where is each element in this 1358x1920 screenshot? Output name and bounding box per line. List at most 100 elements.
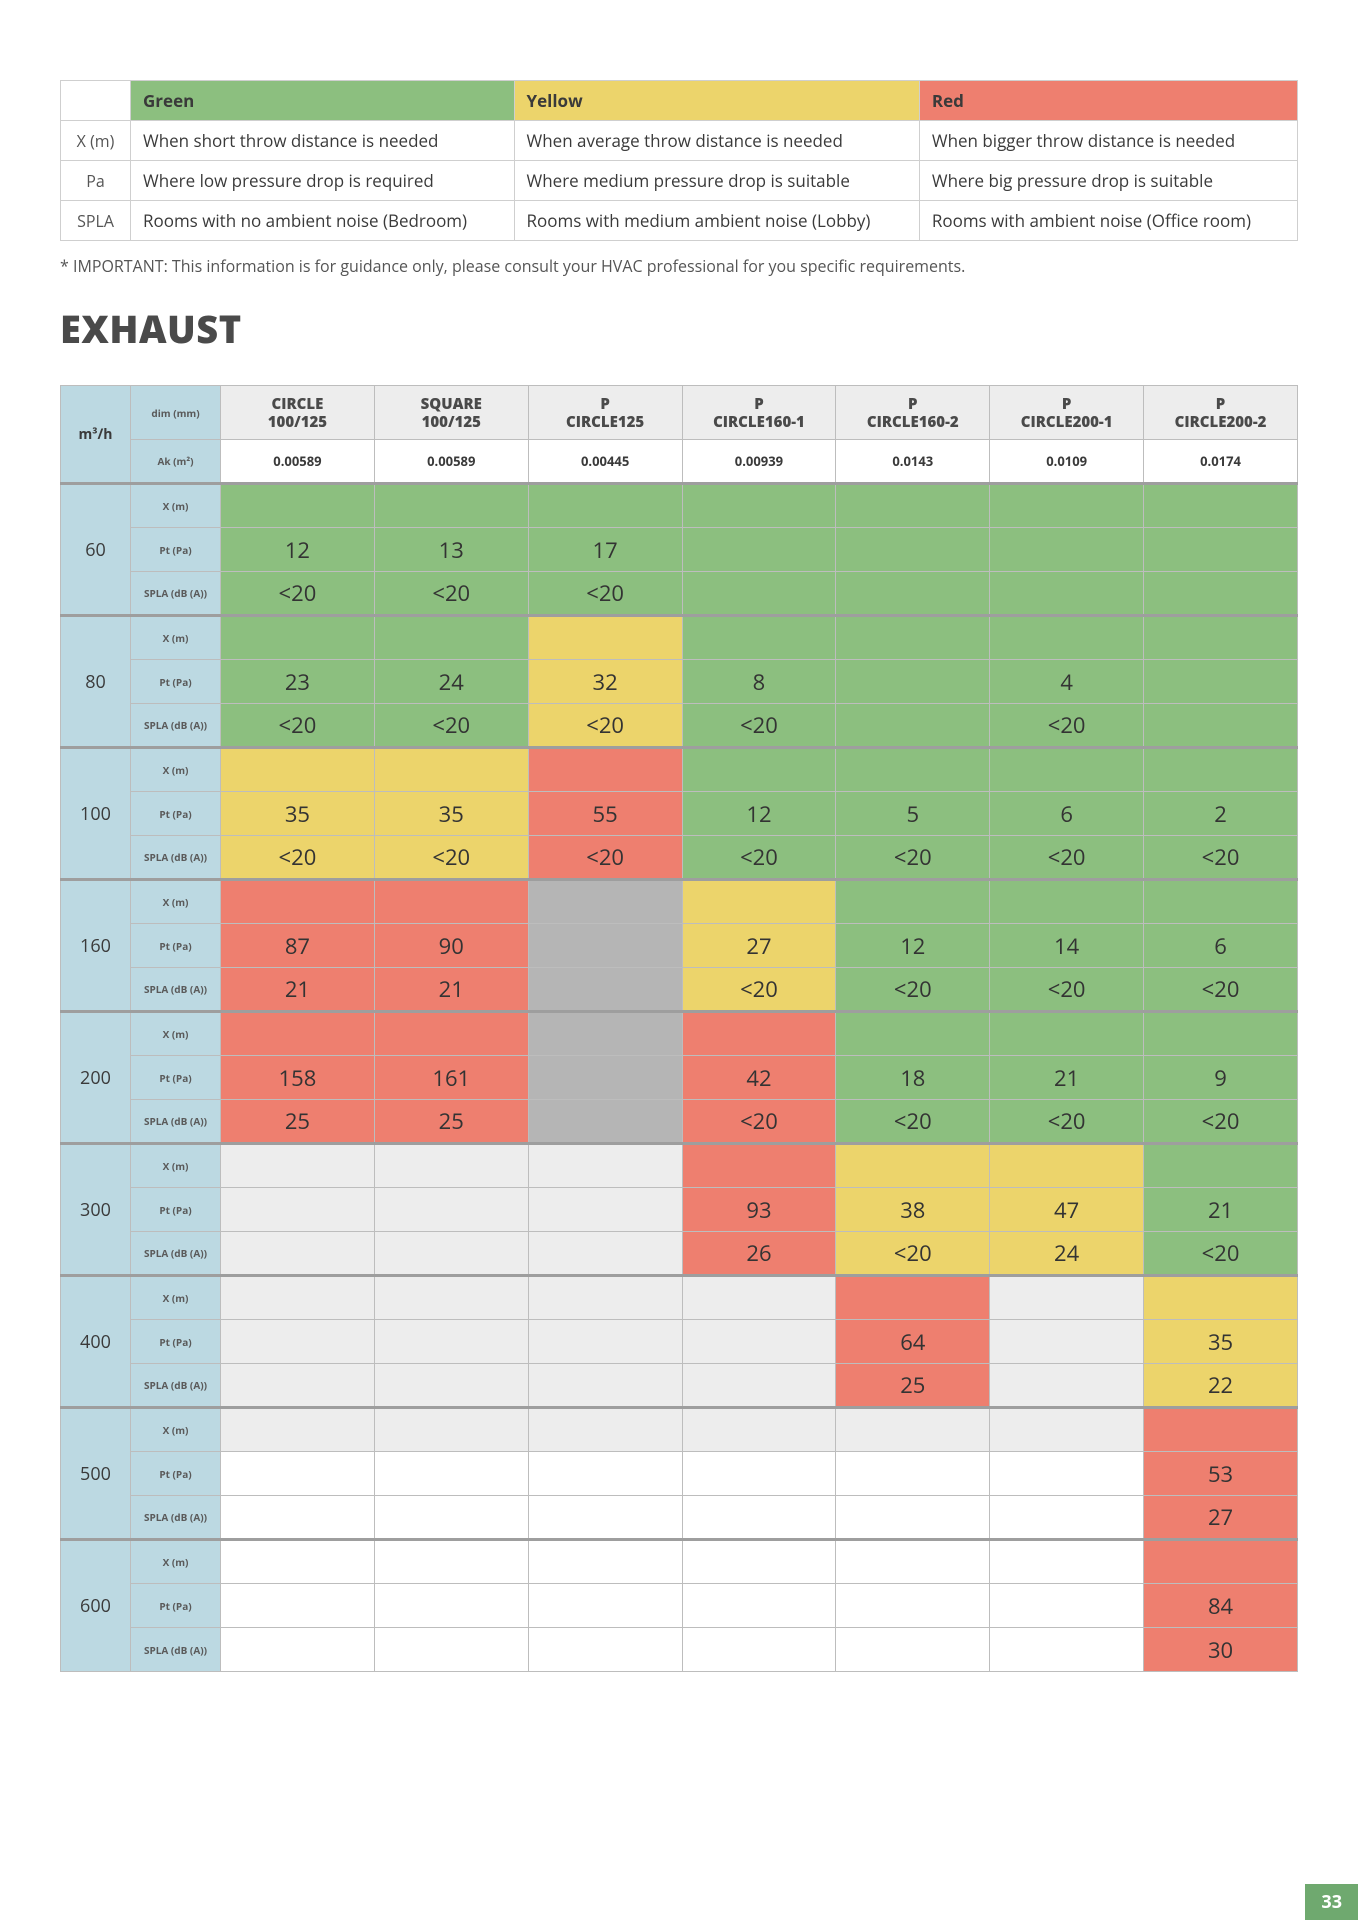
- data-cell: <20: [528, 836, 682, 880]
- data-cell: [374, 1364, 528, 1408]
- param-label: X (m): [131, 616, 221, 660]
- param-label: SPLA (dB (A)): [131, 1364, 221, 1408]
- param-label: X (m): [131, 1408, 221, 1452]
- dim-header: dim (mm): [131, 386, 221, 440]
- data-cell: [836, 660, 990, 704]
- data-cell: [682, 748, 836, 792]
- data-cell: 21: [374, 968, 528, 1012]
- data-cell: [221, 616, 375, 660]
- data-cell: <20: [1144, 968, 1298, 1012]
- data-cell: [528, 1232, 682, 1276]
- param-label: SPLA (dB (A)): [131, 704, 221, 748]
- legend-header-red: Red: [919, 81, 1297, 121]
- data-cell: <20: [836, 1100, 990, 1144]
- data-cell: [374, 1408, 528, 1452]
- data-cell: [836, 528, 990, 572]
- data-cell: 6: [990, 792, 1144, 836]
- data-cell: [221, 1452, 375, 1496]
- data-cell: [990, 1320, 1144, 1364]
- data-cell: 55: [528, 792, 682, 836]
- data-cell: 12: [221, 528, 375, 572]
- data-cell: 18: [836, 1056, 990, 1100]
- data-cell: [682, 616, 836, 660]
- data-cell: 87: [221, 924, 375, 968]
- data-cell: [374, 1320, 528, 1364]
- flow-value: 300: [61, 1144, 131, 1276]
- data-cell: [682, 1584, 836, 1628]
- legend-cell: Rooms with medium ambient noise (Lobby): [514, 201, 919, 241]
- param-label: X (m): [131, 484, 221, 528]
- data-cell: [836, 616, 990, 660]
- data-cell: [221, 1628, 375, 1672]
- legend-row-label: X (m): [61, 121, 131, 161]
- data-cell: [221, 1188, 375, 1232]
- data-cell: 25: [836, 1364, 990, 1408]
- data-cell: [221, 748, 375, 792]
- data-cell: 24: [374, 660, 528, 704]
- param-label: SPLA (dB (A)): [131, 836, 221, 880]
- data-cell: <20: [221, 704, 375, 748]
- data-cell: [221, 484, 375, 528]
- param-label: Pt (Pa): [131, 660, 221, 704]
- data-cell: 13: [374, 528, 528, 572]
- legend-header-yellow: Yellow: [514, 81, 919, 121]
- param-label: SPLA (dB (A)): [131, 572, 221, 616]
- data-cell: [990, 484, 1144, 528]
- data-cell: 4: [990, 660, 1144, 704]
- legend-cell: When short throw distance is needed: [131, 121, 515, 161]
- data-cell: <20: [836, 968, 990, 1012]
- data-cell: [682, 1364, 836, 1408]
- data-cell: 25: [221, 1100, 375, 1144]
- data-cell: [374, 1540, 528, 1584]
- data-cell: <20: [990, 704, 1144, 748]
- data-cell: [221, 1364, 375, 1408]
- data-cell: [528, 616, 682, 660]
- data-cell: [990, 1452, 1144, 1496]
- data-cell: [682, 1320, 836, 1364]
- data-cell: [990, 748, 1144, 792]
- data-cell: [528, 1408, 682, 1452]
- data-cell: [221, 1408, 375, 1452]
- data-cell: [990, 1364, 1144, 1408]
- data-cell: [1144, 704, 1298, 748]
- data-cell: [990, 880, 1144, 924]
- data-cell: 12: [836, 924, 990, 968]
- param-label: Pt (Pa): [131, 1320, 221, 1364]
- data-cell: 27: [682, 924, 836, 968]
- data-cell: [990, 528, 1144, 572]
- data-cell: [221, 1232, 375, 1276]
- data-cell: [528, 1584, 682, 1628]
- data-cell: [528, 1320, 682, 1364]
- data-cell: [990, 1628, 1144, 1672]
- data-cell: 38: [836, 1188, 990, 1232]
- page-number: 33: [1305, 1884, 1358, 1920]
- data-cell: [374, 1628, 528, 1672]
- data-cell: [836, 572, 990, 616]
- data-cell: [528, 1012, 682, 1056]
- ak-value: 0.0174: [1144, 440, 1298, 484]
- legend-cell: Where medium pressure drop is suitable: [514, 161, 919, 201]
- param-label: Pt (Pa): [131, 1056, 221, 1100]
- data-cell: <20: [990, 836, 1144, 880]
- data-cell: 158: [221, 1056, 375, 1100]
- data-cell: [836, 1452, 990, 1496]
- data-cell: [221, 1496, 375, 1540]
- data-cell: <20: [374, 704, 528, 748]
- data-cell: 14: [990, 924, 1144, 968]
- data-cell: [682, 1408, 836, 1452]
- data-cell: [528, 1364, 682, 1408]
- data-cell: [836, 1540, 990, 1584]
- data-cell: 25: [374, 1100, 528, 1144]
- data-cell: [374, 1144, 528, 1188]
- data-cell: <20: [528, 572, 682, 616]
- ak-value: 0.00589: [221, 440, 375, 484]
- data-cell: 27: [1144, 1496, 1298, 1540]
- data-cell: <20: [682, 704, 836, 748]
- data-cell: [221, 1144, 375, 1188]
- data-cell: [374, 1584, 528, 1628]
- exhaust-table: m³/h dim (mm) CIRCLE100/125 SQUARE100/12…: [60, 385, 1298, 1672]
- legend-cell: When bigger throw distance is needed: [919, 121, 1297, 161]
- data-cell: <20: [1144, 1232, 1298, 1276]
- data-cell: 21: [990, 1056, 1144, 1100]
- data-cell: [990, 1408, 1144, 1452]
